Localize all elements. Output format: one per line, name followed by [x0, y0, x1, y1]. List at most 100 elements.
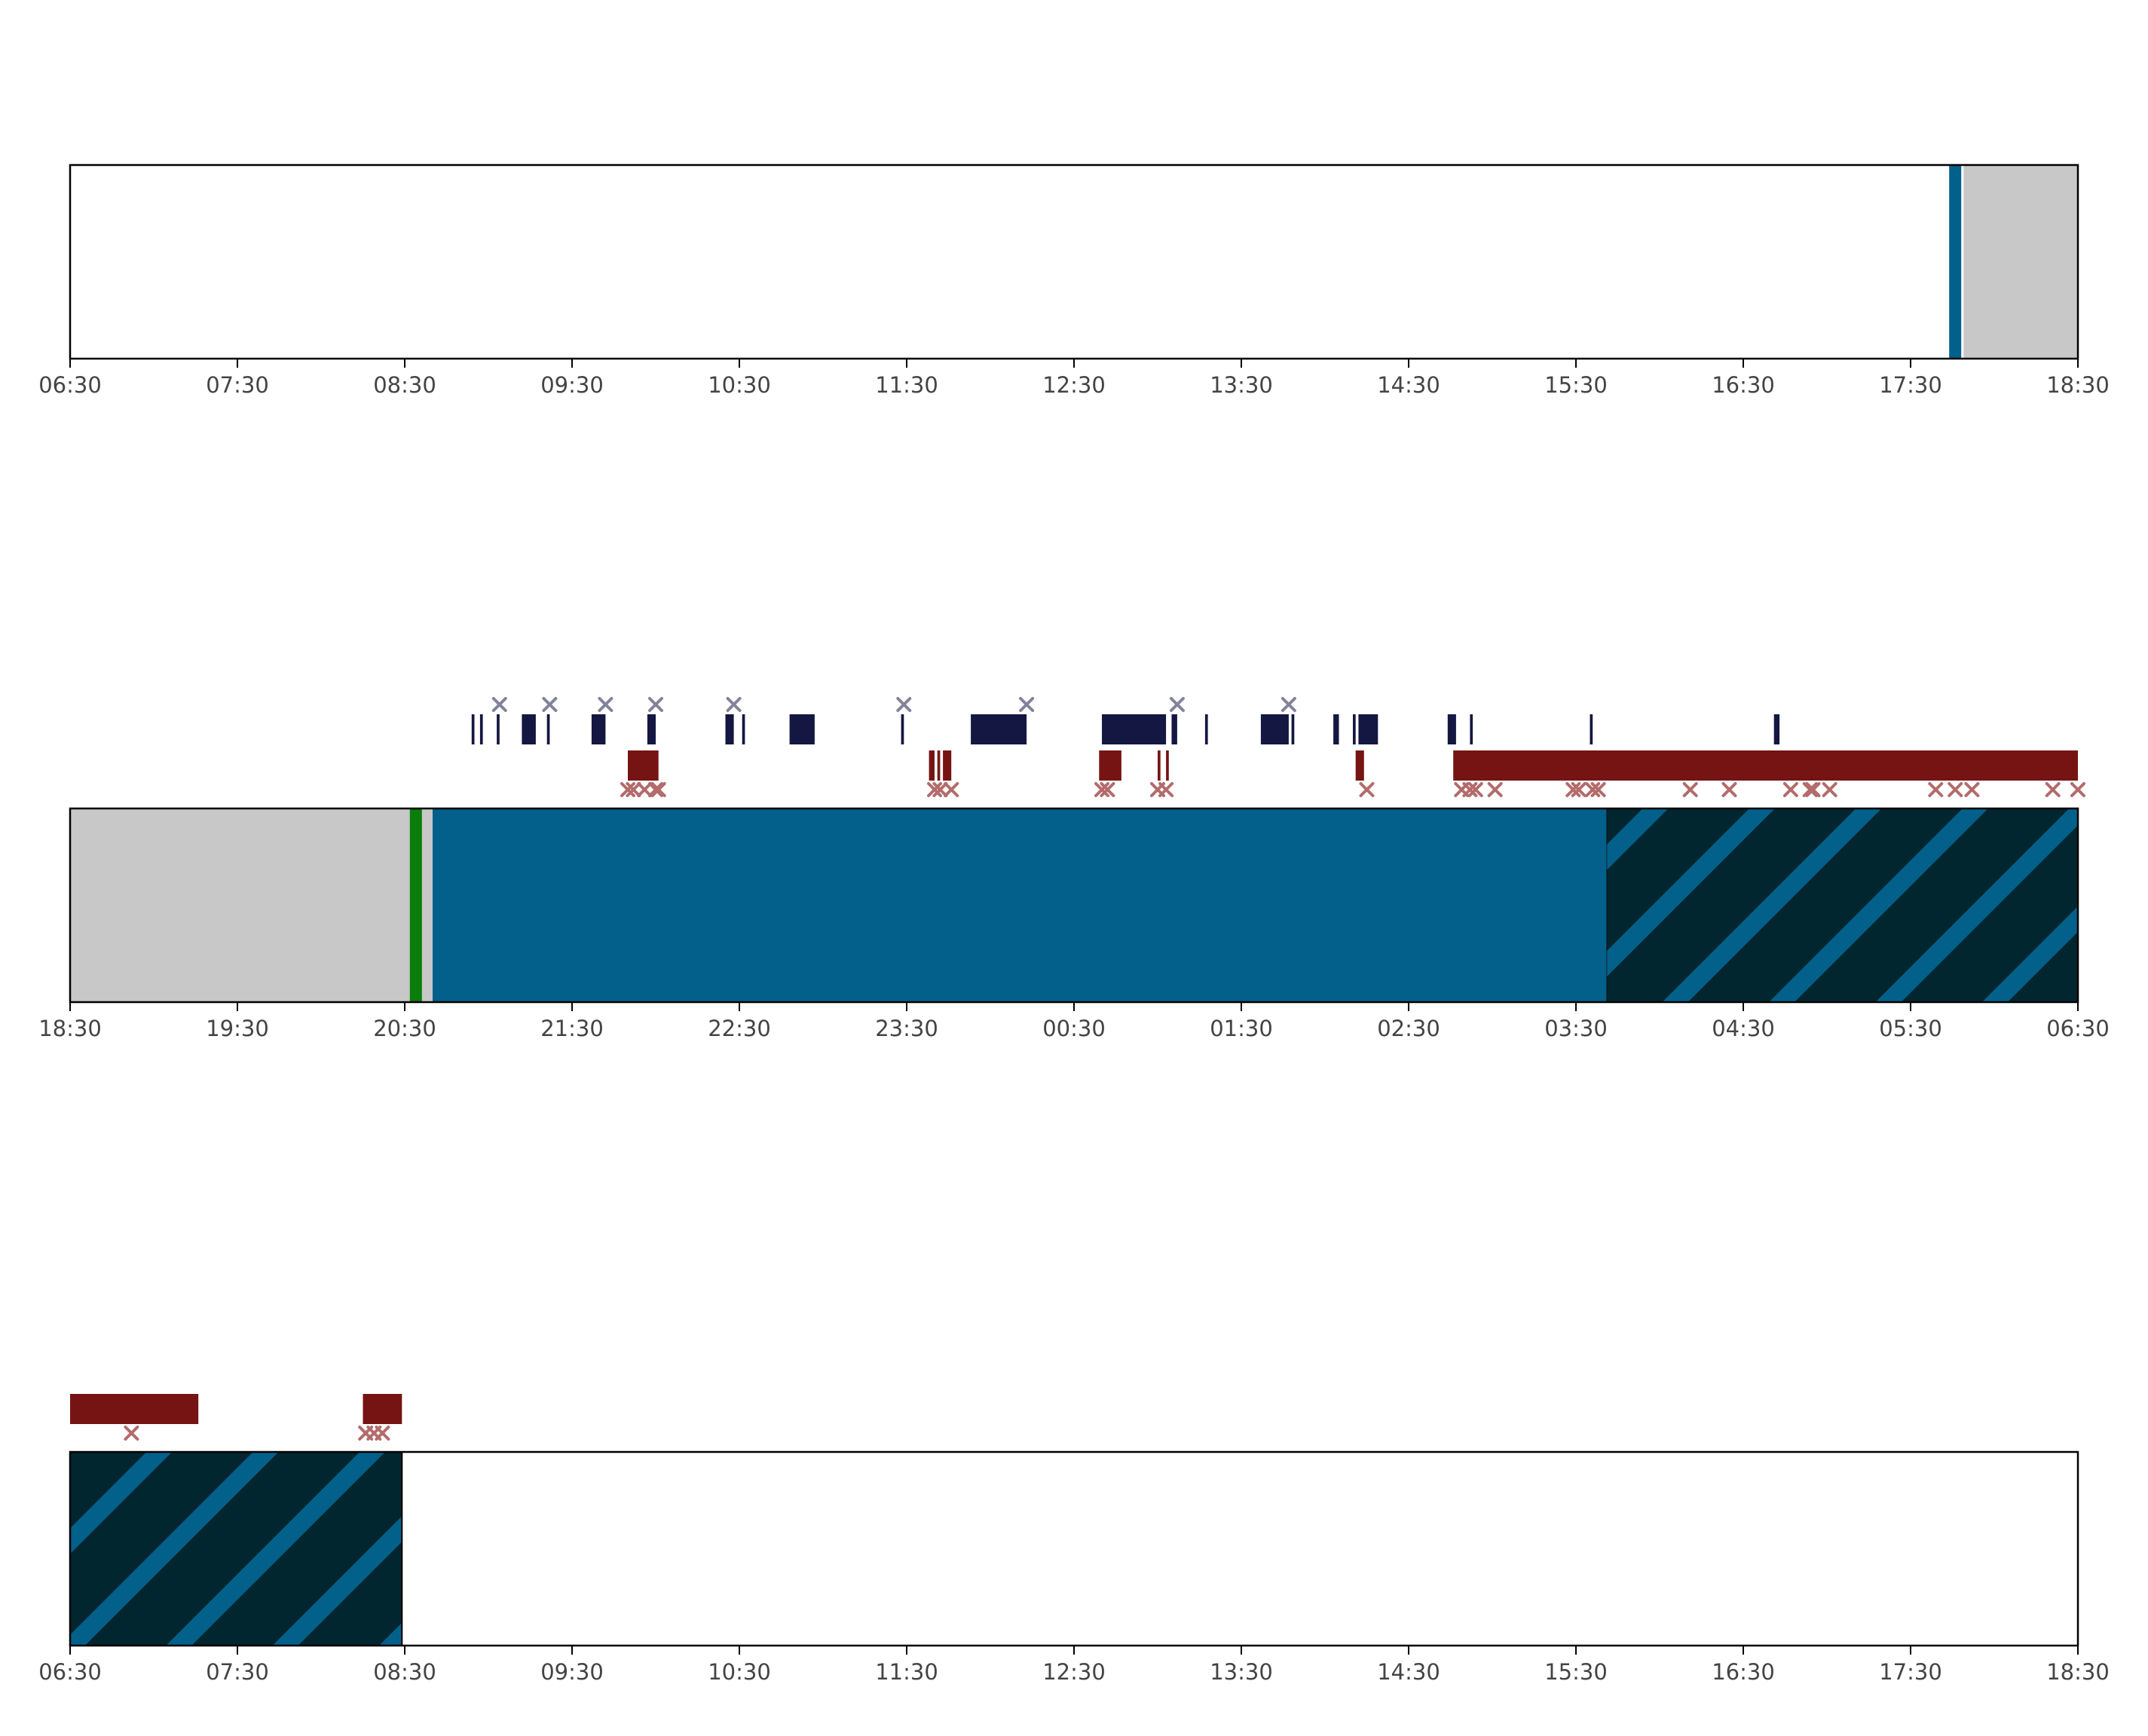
red-x-marker-stroke: [1585, 782, 1601, 797]
dark-event-bar: [1353, 714, 1356, 744]
x-tick-label: 13:30: [1210, 372, 1273, 398]
background-span-grey: [1963, 165, 2078, 359]
x-tick-label: 09:30: [540, 1659, 604, 1685]
red-x-marker: [1565, 782, 1581, 797]
x-tick-label: 01:30: [1210, 1016, 1273, 1041]
red-x-marker-stroke: [1590, 782, 1606, 797]
dark-event-bar: [1102, 714, 1167, 744]
red-x-marker-stroke: [648, 782, 663, 797]
axis-frame: [69, 164, 2079, 360]
red-x-marker: [1487, 782, 1503, 797]
x-tick-label: 12:30: [1042, 372, 1106, 398]
dark-x-marker-stroke: [896, 697, 912, 712]
red-x-marker: [1782, 782, 1798, 797]
dark-event-bar: [479, 714, 483, 744]
dark-event-bar: [1470, 714, 1473, 744]
red-x-marker-stroke: [1782, 782, 1798, 797]
timeline-panel-1: 06:30 07:30 08:30 09:30 10:30 11:30 12:30 13:30…: [38, 164, 2110, 398]
dark-event-bar: [647, 714, 656, 744]
timeline-panel-3: 06:30 07:30 08:30 09:30 10:30 11:30 12:30 13:30…: [38, 1394, 2110, 1685]
green-marker-line: [409, 808, 422, 1002]
red-x-marker-stroke: [1571, 782, 1587, 797]
red-event-bar: [628, 750, 659, 781]
x-tick-label: 14:30: [1377, 372, 1440, 398]
red-event-bar: [1355, 750, 1364, 781]
red-x-marker: [1462, 782, 1478, 797]
dark-x-marker-stroke: [1169, 697, 1185, 712]
dark-x-marker: [1281, 697, 1296, 712]
red-x-marker: [1158, 782, 1174, 797]
dark-event-bar: [901, 714, 904, 744]
red-x-marker-stroke: [124, 1426, 139, 1441]
red-x-marker-stroke: [1359, 782, 1375, 797]
red-x-marker: [1721, 782, 1737, 797]
red-x-marker: [1590, 782, 1606, 797]
x-tick-label: 10:30: [708, 372, 771, 398]
red-x-marker: [1802, 782, 1818, 797]
x-tick-label: 03:30: [1544, 1016, 1608, 1041]
red-x-marker: [648, 782, 663, 797]
dark-event-bar: [1171, 714, 1177, 744]
dark-x-marker: [896, 697, 912, 712]
dark-event-bar: [1260, 714, 1289, 744]
red-x-marker-stroke: [2045, 782, 2061, 797]
x-tick-label: 11:30: [875, 1659, 938, 1685]
dark-event-bar: [1447, 714, 1456, 744]
red-x-marker-stroke: [1462, 782, 1478, 797]
red-x-marker-stroke: [1805, 782, 1821, 797]
dark-x-marker-stroke: [1281, 697, 1296, 712]
red-x-marker-stroke: [1822, 782, 1837, 797]
red-x-marker-stroke: [1565, 782, 1581, 797]
red-x-marker: [1359, 782, 1375, 797]
x-tick-label: 16:30: [1712, 1659, 1775, 1685]
background-span-hatched: [70, 1452, 402, 1646]
red-x-marker-stroke: [1100, 782, 1115, 797]
dark-x-marker: [726, 697, 742, 712]
red-x-marker: [2045, 782, 2061, 797]
red-x-marker: [2070, 782, 2085, 797]
red-x-marker: [1928, 782, 1944, 797]
red-event-bar: [1158, 750, 1161, 781]
red-event-bar: [929, 750, 935, 781]
red-x-marker: [1822, 782, 1837, 797]
background-span-hatched: [1606, 808, 2078, 1002]
red-event-bar: [363, 1394, 402, 1424]
dark-x-marker: [1019, 697, 1035, 712]
x-tick-label: 18:30: [2046, 1659, 2110, 1685]
red-x-marker-stroke: [1721, 782, 1737, 797]
dark-x-marker: [598, 697, 613, 712]
red-x-marker: [1100, 782, 1115, 797]
x-tick-label: 06:30: [38, 1659, 102, 1685]
timeline-panel-2: 18:30 19:30 20:30 21:30 22:30 23:30 00:30 01:30…: [38, 697, 2110, 1041]
dark-event-bar: [546, 714, 550, 744]
red-x-marker: [927, 782, 942, 797]
x-tick-label: 12:30: [1042, 1659, 1106, 1685]
x-tick-label: 13:30: [1210, 1659, 1273, 1685]
dark-x-marker-stroke: [1019, 697, 1035, 712]
dark-event-bar: [1291, 714, 1295, 744]
x-tick-label: 20:30: [373, 1016, 436, 1041]
red-x-marker-stroke: [637, 782, 653, 797]
red-x-marker: [626, 782, 641, 797]
dark-event-bar: [1773, 714, 1780, 744]
x-tick-label: 17:30: [1879, 372, 1942, 398]
dark-x-marker: [491, 697, 507, 712]
dark-event-bar: [1590, 714, 1593, 744]
red-x-marker: [1964, 782, 1980, 797]
dark-event-bar: [1358, 714, 1378, 744]
dark-event-bar: [522, 714, 536, 744]
x-tick-label: 10:30: [708, 1659, 771, 1685]
red-x-marker-stroke: [944, 782, 959, 797]
red-x-marker-stroke: [1928, 782, 1944, 797]
dark-x-marker: [648, 697, 663, 712]
red-x-marker: [124, 1426, 139, 1441]
x-tick-label: 06:30: [38, 372, 102, 398]
red-x-marker: [1571, 782, 1587, 797]
x-tick-label: 02:30: [1377, 1016, 1440, 1041]
red-x-marker-stroke: [1487, 782, 1503, 797]
dark-event-bar: [1333, 714, 1339, 744]
red-x-marker: [1805, 782, 1821, 797]
dark-event-bar: [789, 714, 815, 744]
red-event-bar: [1453, 750, 2078, 781]
